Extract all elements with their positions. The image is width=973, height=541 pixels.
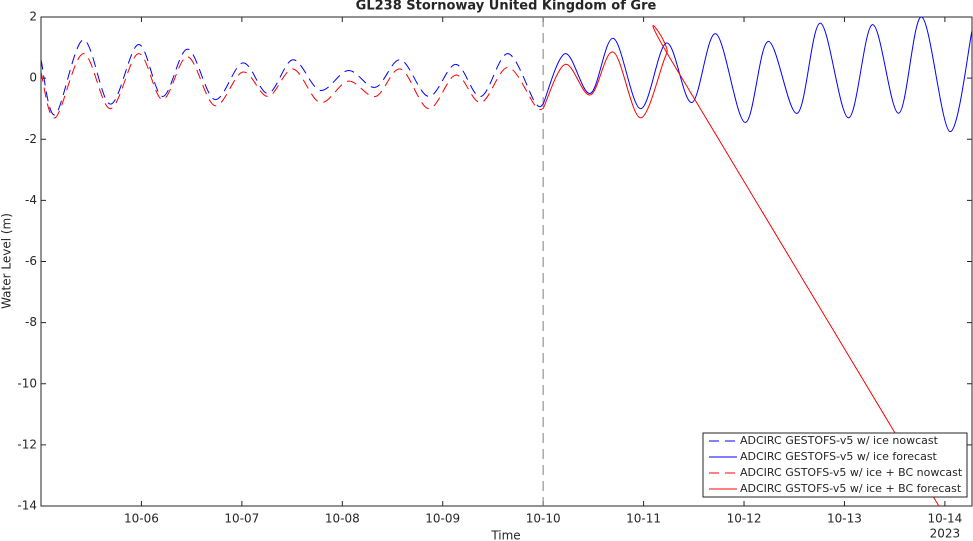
series-line [542,17,972,133]
x-tick-label: 10-11 [626,512,661,526]
y-tick-label: -8 [25,315,37,329]
y-tick-label: -6 [25,254,37,268]
x-tick-label: 10-07 [224,512,259,526]
x-tick-label: 10-06 [124,512,159,526]
y-tick-label: 0 [29,71,37,85]
y-tick-label: -10 [17,376,37,390]
legend: ADCIRC GESTOFS-v5 w/ ice nowcast ADCIRC G… [702,432,968,498]
series-line [542,25,940,506]
plot-area [40,16,973,507]
y-axis-label: Water Level (m) [0,213,14,309]
y-tick-label: 2 [29,10,37,24]
x-tick-label: 10-10 [526,512,561,526]
x-tick-label: 10-13 [827,512,862,526]
x-year-label: 2023 [930,527,961,541]
y-tick-label: -4 [25,193,37,207]
x-tick-label: 10-09 [425,512,460,526]
y-tick-label: -12 [17,437,37,451]
series-line [41,39,544,116]
y-tick-label: -14 [17,499,37,513]
x-tick-label: 10-08 [325,512,360,526]
y-tick-label: -2 [25,132,37,146]
x-tick-label: 10-12 [727,512,762,526]
legend-label: ADCIRC GESTOFS-v5 w/ ice nowcast [740,434,939,447]
legend-label: ADCIRC GSTOFS-v5 w/ ice + BC nowcast [740,466,963,479]
chart-title: GL238 Stornoway United Kingdom of Gre [356,0,657,14]
x-tick-label: 10-14 [927,512,962,526]
x-axis-label: Time [490,529,520,541]
legend-label: ADCIRC GSTOFS-v5 w/ ice + BC forecast [740,482,962,495]
legend-box [702,432,968,498]
legend-label: ADCIRC GESTOFS-v5 w/ ice forecast [740,450,938,463]
